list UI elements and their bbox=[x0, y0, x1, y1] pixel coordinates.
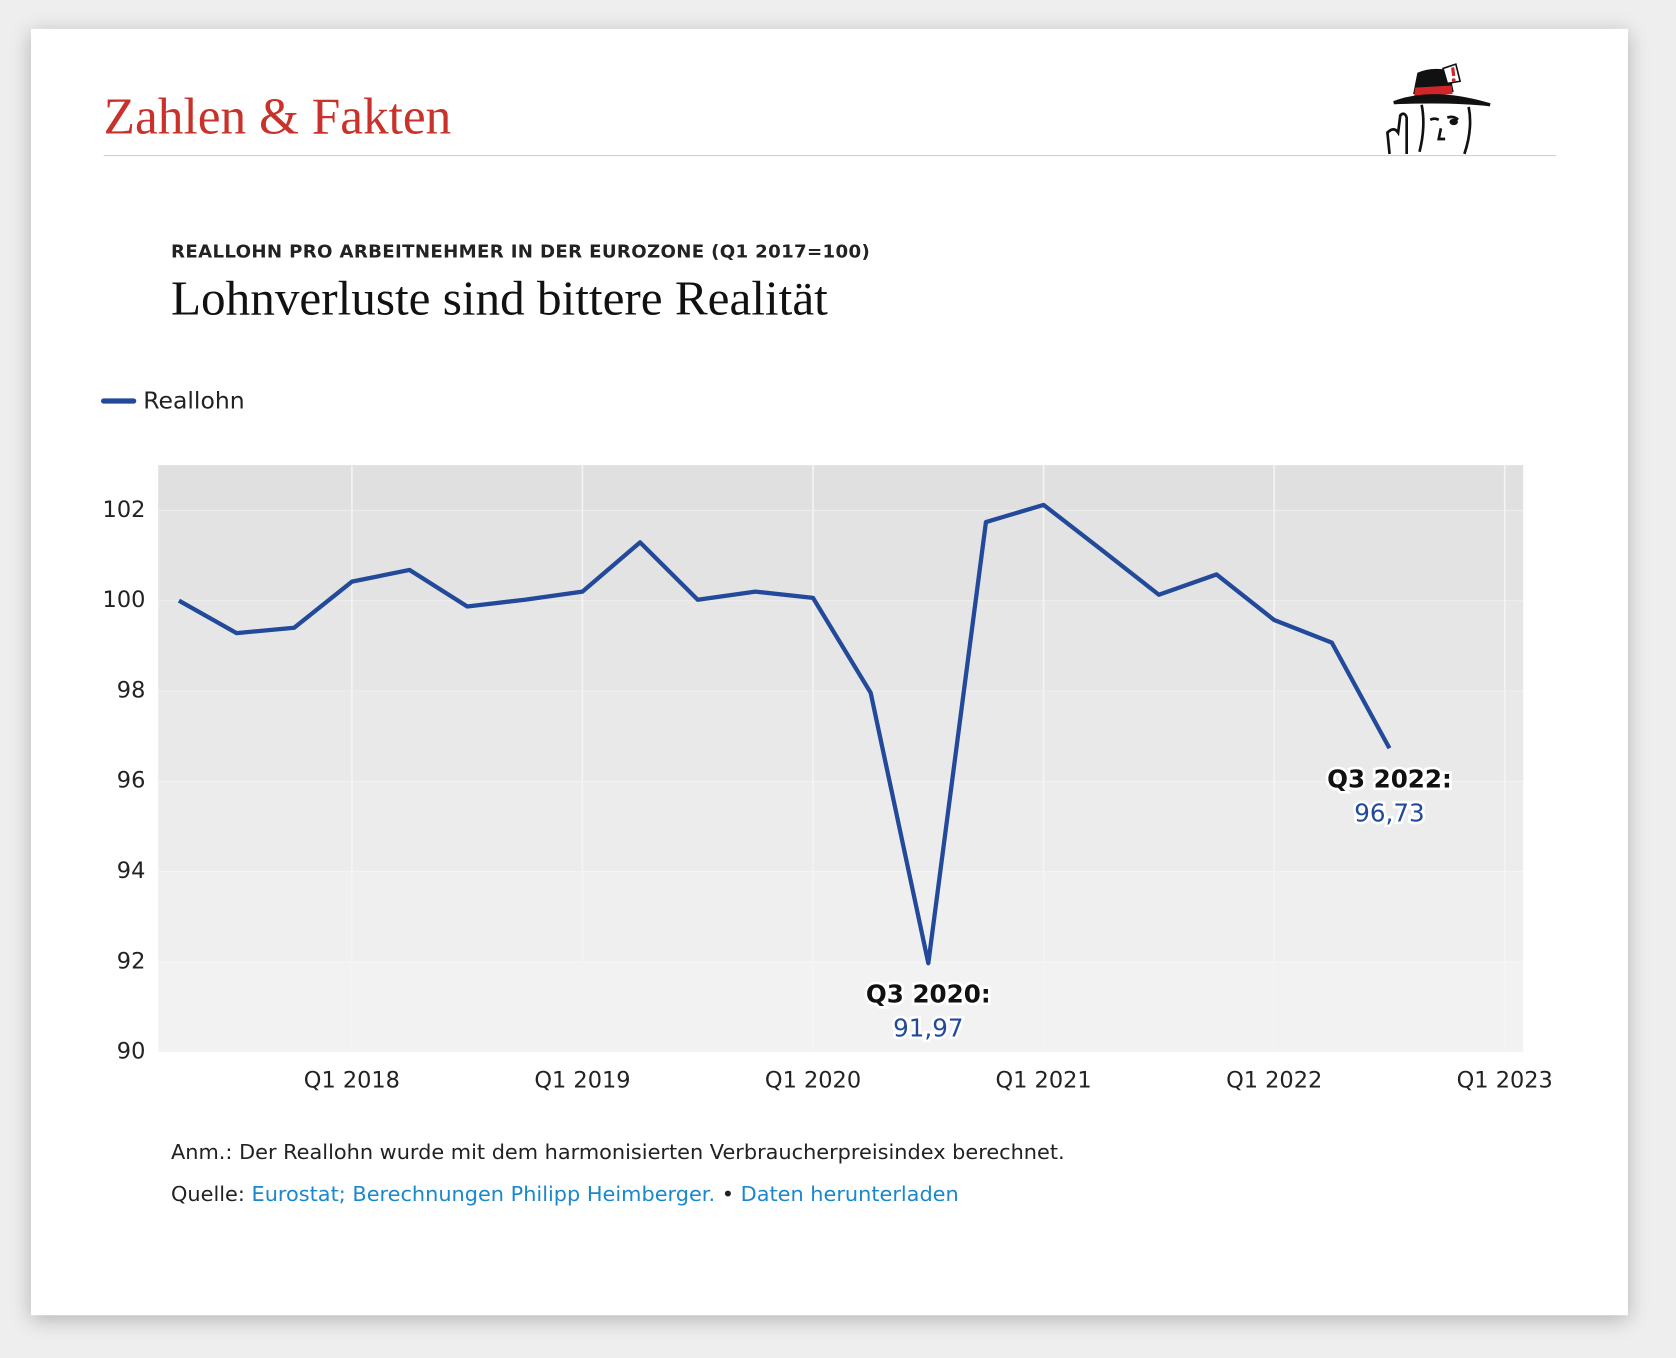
annotation: Q3 2020: bbox=[866, 979, 991, 1008]
value-label: 96,73 bbox=[1354, 799, 1424, 828]
y-tick-label: 90 bbox=[117, 1039, 146, 1065]
x-tick-label: Q1 2018 bbox=[304, 1068, 400, 1094]
band bbox=[158, 690, 1524, 782]
y-tick-label: 94 bbox=[117, 858, 146, 884]
x-tick-label: Q1 2020 bbox=[765, 1068, 861, 1094]
x-tick-label: Q1 2022 bbox=[1226, 1068, 1322, 1094]
note: Anm.: Der Reallohn wurde mit dem harmoni… bbox=[171, 1139, 1065, 1165]
source: Quelle: Eurostat; Berechnungen Philipp H… bbox=[171, 1182, 959, 1207]
logo bbox=[1386, 63, 1491, 155]
separator: • bbox=[721, 1181, 735, 1207]
band bbox=[158, 781, 1524, 872]
header-title: Zahlen & Fakten bbox=[103, 88, 452, 146]
band bbox=[158, 465, 1524, 511]
band bbox=[158, 961, 1524, 1053]
band bbox=[158, 510, 1524, 601]
x-tick-label: Q1 2019 bbox=[534, 1068, 630, 1094]
y-tick-label: 100 bbox=[103, 587, 146, 613]
annotation: Q3 2022: bbox=[1327, 764, 1452, 793]
line bbox=[177, 502, 1392, 966]
chart-subtitle: REALLOHN PRO ARBEITNEHMER IN DER EUROZON… bbox=[171, 241, 871, 264]
x-tick-label: Q1 2021 bbox=[996, 1068, 1092, 1094]
chart: 90 92 94 96 98 100 102 Q1 2018 Q1 2019 Q1 2020 Q1 … bbox=[101, 387, 1553, 1094]
y-tick-label: 102 bbox=[103, 497, 146, 523]
value-label: 91,97 bbox=[893, 1014, 963, 1043]
chart-title: Lohnverluste sind bittere Realität bbox=[171, 270, 828, 326]
x-tick-label: Q1 2023 bbox=[1457, 1068, 1553, 1094]
y-tick-label: 96 bbox=[117, 768, 146, 794]
band bbox=[158, 871, 1524, 962]
source-link[interactable]: Eurostat; Berechnungen Philipp Heimberge… bbox=[251, 1181, 716, 1207]
source-label: Quelle: bbox=[171, 1181, 245, 1207]
download-link[interactable]: Daten herunterladen bbox=[740, 1181, 959, 1207]
y-tick-label: 92 bbox=[117, 948, 146, 974]
legend-label: Reallohn bbox=[143, 387, 244, 415]
header-rule bbox=[103, 155, 1557, 157]
y-tick-label: 98 bbox=[117, 677, 146, 703]
